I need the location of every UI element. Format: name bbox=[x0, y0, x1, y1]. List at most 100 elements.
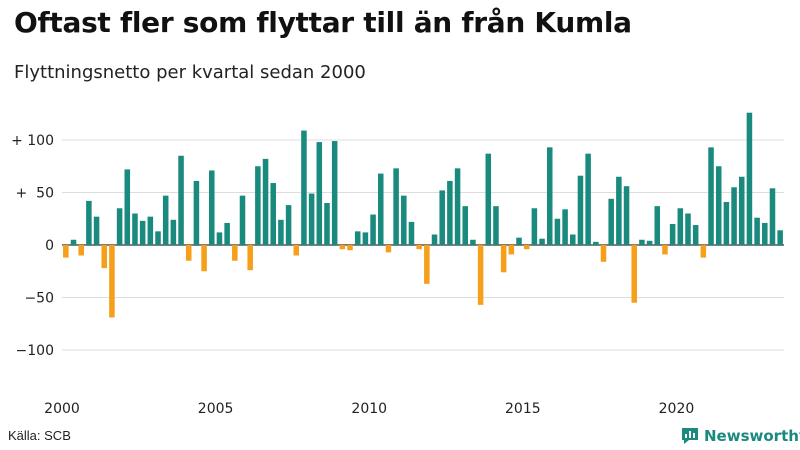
bar bbox=[63, 245, 69, 258]
bar bbox=[762, 222, 768, 245]
bar bbox=[185, 245, 192, 261]
bar bbox=[585, 153, 591, 245]
bar bbox=[239, 195, 246, 245]
bar bbox=[554, 218, 561, 245]
bar bbox=[539, 238, 545, 245]
bar bbox=[232, 245, 238, 261]
bar bbox=[685, 213, 691, 245]
bar bbox=[362, 232, 369, 245]
y-tick-label: 0 bbox=[45, 238, 54, 254]
y-tick-label: + 100 bbox=[11, 133, 54, 149]
bar bbox=[339, 245, 346, 250]
bar bbox=[631, 245, 637, 303]
bar bbox=[493, 206, 499, 245]
y-tick-label: −50 bbox=[24, 291, 54, 307]
bar bbox=[147, 216, 154, 245]
bar bbox=[324, 203, 330, 245]
bar bbox=[262, 158, 269, 245]
bar bbox=[608, 198, 614, 245]
bar bbox=[70, 239, 77, 245]
bar bbox=[662, 245, 668, 255]
x-tick-label: 2000 bbox=[44, 401, 80, 417]
bar bbox=[570, 234, 576, 245]
bar bbox=[431, 234, 438, 245]
brand-name: Newsworthy bbox=[704, 427, 800, 445]
bar bbox=[270, 183, 276, 245]
chart-subtitle: Flyttningsnetto per kvartal sedan 2000 bbox=[14, 62, 366, 83]
chart-title: Oftast fler som flyttar till än från Kum… bbox=[14, 6, 632, 39]
bar bbox=[531, 208, 538, 245]
bar bbox=[477, 245, 484, 305]
bar bbox=[316, 142, 323, 245]
bar bbox=[331, 141, 338, 245]
bar bbox=[669, 224, 676, 245]
x-tick-label: 2005 bbox=[198, 401, 234, 417]
bar bbox=[562, 209, 568, 245]
bar bbox=[170, 219, 177, 245]
bar bbox=[109, 245, 115, 318]
bar-chart: + 100 + 50 0 −50 −100 2000 2005 2010 2015 2020 bbox=[11, 112, 784, 417]
y-tick-label: −100 bbox=[16, 343, 54, 359]
bar bbox=[546, 147, 553, 245]
bar bbox=[354, 231, 361, 245]
bar bbox=[508, 245, 515, 255]
bar bbox=[201, 245, 207, 272]
bar bbox=[78, 245, 84, 256]
bar bbox=[523, 245, 530, 250]
bar bbox=[708, 147, 714, 245]
bar bbox=[86, 200, 92, 245]
gridlines bbox=[62, 139, 784, 351]
bar bbox=[93, 216, 100, 245]
bar bbox=[700, 245, 707, 258]
x-tick-label: 2020 bbox=[659, 401, 695, 417]
bar bbox=[516, 237, 522, 245]
bar bbox=[639, 239, 645, 245]
bar bbox=[731, 187, 737, 245]
bar bbox=[193, 180, 200, 245]
bars bbox=[63, 112, 783, 318]
bar bbox=[401, 195, 407, 245]
bar bbox=[593, 241, 599, 245]
bar bbox=[216, 232, 223, 245]
bar bbox=[500, 245, 507, 273]
bar bbox=[293, 245, 300, 256]
bar bbox=[439, 190, 445, 245]
bar bbox=[155, 231, 161, 245]
bar bbox=[723, 201, 730, 245]
bar bbox=[454, 168, 461, 245]
bar bbox=[623, 186, 630, 245]
bar bbox=[738, 176, 745, 245]
bar bbox=[385, 245, 392, 253]
bar bbox=[377, 173, 384, 245]
bar bbox=[224, 222, 230, 245]
bar bbox=[285, 205, 292, 245]
bar bbox=[424, 245, 430, 284]
bar bbox=[769, 188, 776, 245]
newsworthy-logo-icon bbox=[682, 428, 698, 444]
x-axis-labels: 2000 2005 2010 2015 2020 bbox=[44, 401, 694, 417]
x-tick-label: 2010 bbox=[351, 401, 387, 417]
bar bbox=[616, 176, 622, 245]
bar bbox=[654, 206, 661, 245]
bar bbox=[347, 245, 353, 251]
source-label: Källa: SCB bbox=[8, 428, 71, 443]
bar bbox=[278, 219, 284, 245]
bar bbox=[715, 166, 722, 245]
bar bbox=[178, 155, 184, 245]
bar bbox=[370, 214, 376, 245]
bar bbox=[393, 168, 399, 245]
bar bbox=[485, 153, 492, 245]
bar bbox=[255, 166, 261, 245]
brand[interactable]: Newsworthy bbox=[680, 426, 800, 446]
bar bbox=[209, 170, 215, 245]
bar bbox=[462, 206, 469, 245]
bar bbox=[162, 195, 169, 245]
bar bbox=[408, 221, 415, 245]
bar bbox=[777, 230, 783, 245]
bar bbox=[577, 175, 584, 245]
bar bbox=[139, 220, 146, 245]
bar bbox=[754, 217, 760, 245]
bar bbox=[746, 112, 753, 245]
bar bbox=[101, 245, 108, 269]
bar bbox=[692, 225, 699, 245]
